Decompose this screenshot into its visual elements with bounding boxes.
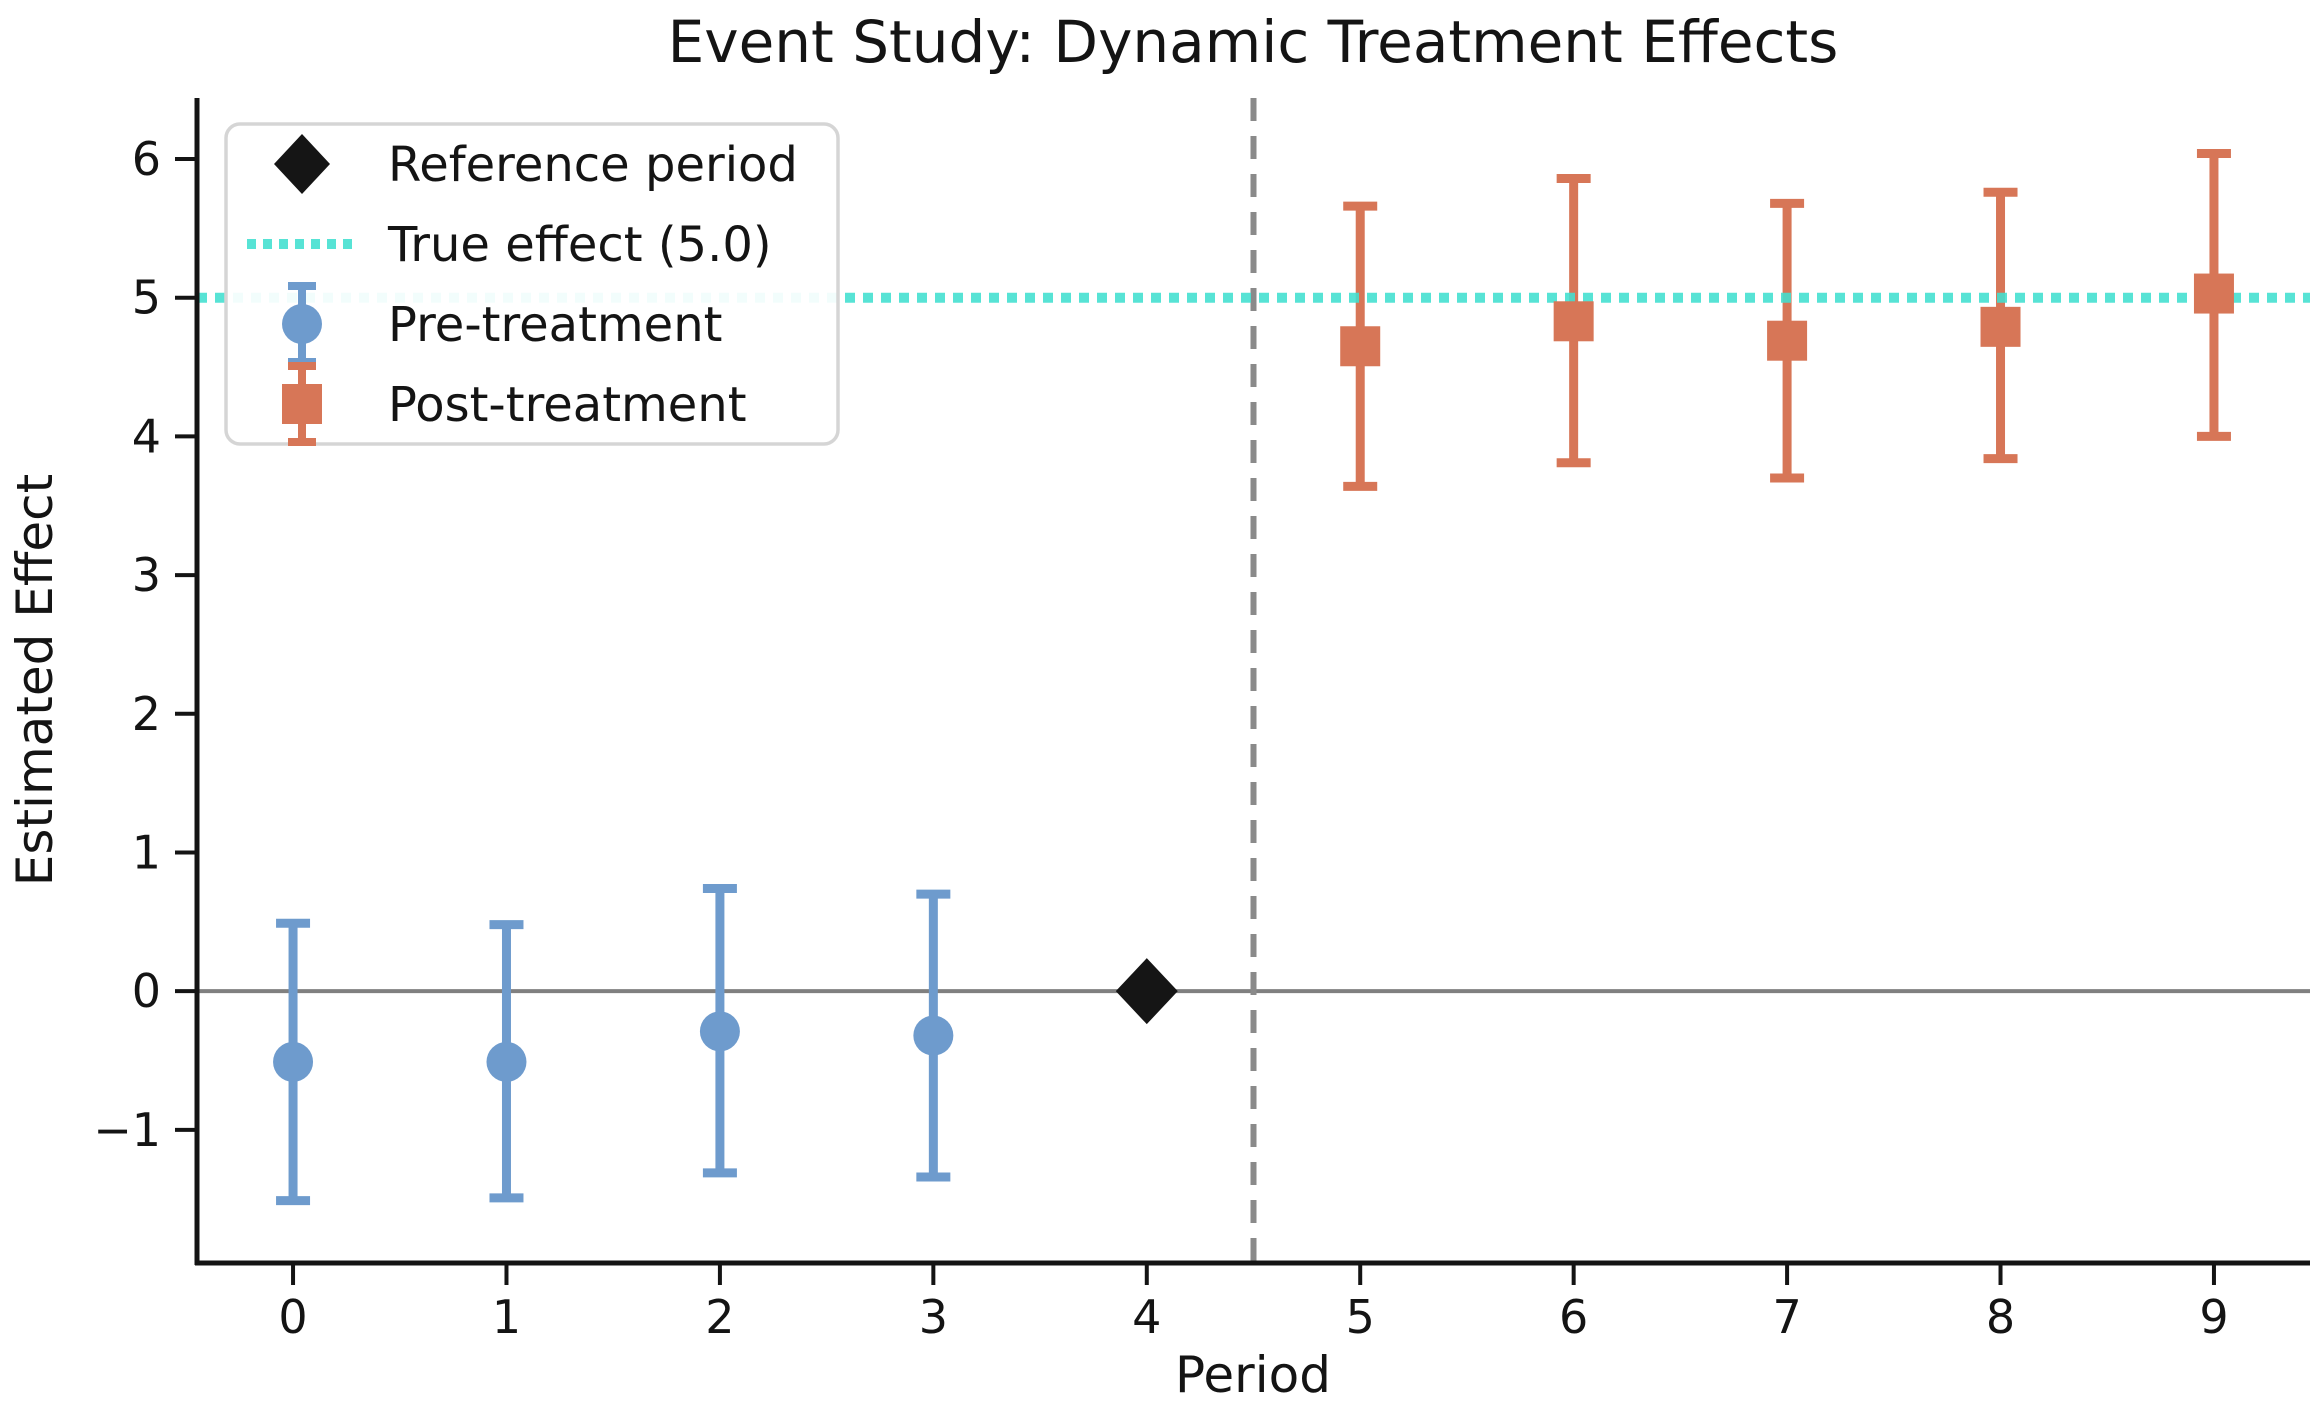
legend-circle-icon <box>282 304 322 344</box>
legend-entry-label: True effect (5.0) <box>387 217 772 273</box>
y-tick-label: 3 <box>132 548 161 602</box>
plot-area <box>197 98 2310 1263</box>
pre-treatment-point <box>486 1041 527 1082</box>
reference-period-markers <box>1115 958 1178 1025</box>
legend-diamond-icon <box>274 134 330 194</box>
x-tick-label: 4 <box>1132 1290 1161 1344</box>
legend-entry-reference-period: Reference period <box>274 134 798 194</box>
post-treatment-errorbars <box>1343 148 2231 491</box>
y-tick-label: 1 <box>132 825 161 879</box>
y-tick-label: 2 <box>132 687 161 741</box>
x-tick-label: 8 <box>1986 1290 2015 1344</box>
x-tick-label: 3 <box>919 1290 948 1344</box>
pre-treatment-point <box>913 1015 954 1056</box>
x-axis-label: Period <box>1175 1346 1331 1404</box>
x-tick-label: 7 <box>1772 1290 1801 1344</box>
x-tick-label: 6 <box>1559 1290 1588 1344</box>
legend-entry-pre-treatment: Pre-treatment <box>282 282 722 366</box>
legend-box <box>224 122 840 446</box>
post-treatment-point <box>1980 306 2021 347</box>
post-treatment-point <box>1553 301 1594 342</box>
pre-treatment-point <box>699 1011 740 1052</box>
x-tick-label: 1 <box>492 1290 521 1344</box>
y-tick-label: 6 <box>132 132 161 186</box>
y-tick-label: 0 <box>132 964 161 1018</box>
legend: Reference period True effect (5.0) Pre-tre… <box>224 122 840 446</box>
legend-entry-label: Pre-treatment <box>388 297 722 353</box>
legend-entry-label: Post-treatment <box>388 377 747 433</box>
legend-square-icon <box>282 384 322 424</box>
x-tick-label: 9 <box>2199 1290 2228 1344</box>
post-treatment-point <box>2193 273 2234 314</box>
y-tick-label: 4 <box>132 409 161 463</box>
chart-title: Event Study: Dynamic Treatment Effects <box>668 8 1839 76</box>
y-tick-label: −1 <box>93 1103 161 1157</box>
post-treatment-point <box>1767 320 1808 361</box>
pre-treatment-point <box>273 1041 314 1082</box>
pre-treatment-markers <box>273 1011 954 1082</box>
y-tick-label: 5 <box>132 271 161 325</box>
x-tick-label: 0 <box>278 1290 307 1344</box>
x-tick-label: 5 <box>1346 1290 1375 1344</box>
axes: 0 1 2 3 4 5 6 7 8 9 −1 0 1 2 3 4 5 6 <box>93 98 2310 1344</box>
legend-entry-label: Reference period <box>388 137 798 193</box>
legend-entry-post-treatment: Post-treatment <box>282 362 747 446</box>
x-tick-label: 2 <box>705 1290 734 1344</box>
y-axis-label: Estimated Effect <box>6 474 64 886</box>
post-treatment-markers <box>1340 273 2234 367</box>
post-treatment-point <box>1340 326 1381 367</box>
reference-period-marker <box>1115 958 1178 1025</box>
pre-treatment-errorbars <box>276 884 951 1206</box>
legend-entry-true-effect-5-0-: True effect (5.0) <box>247 217 772 273</box>
